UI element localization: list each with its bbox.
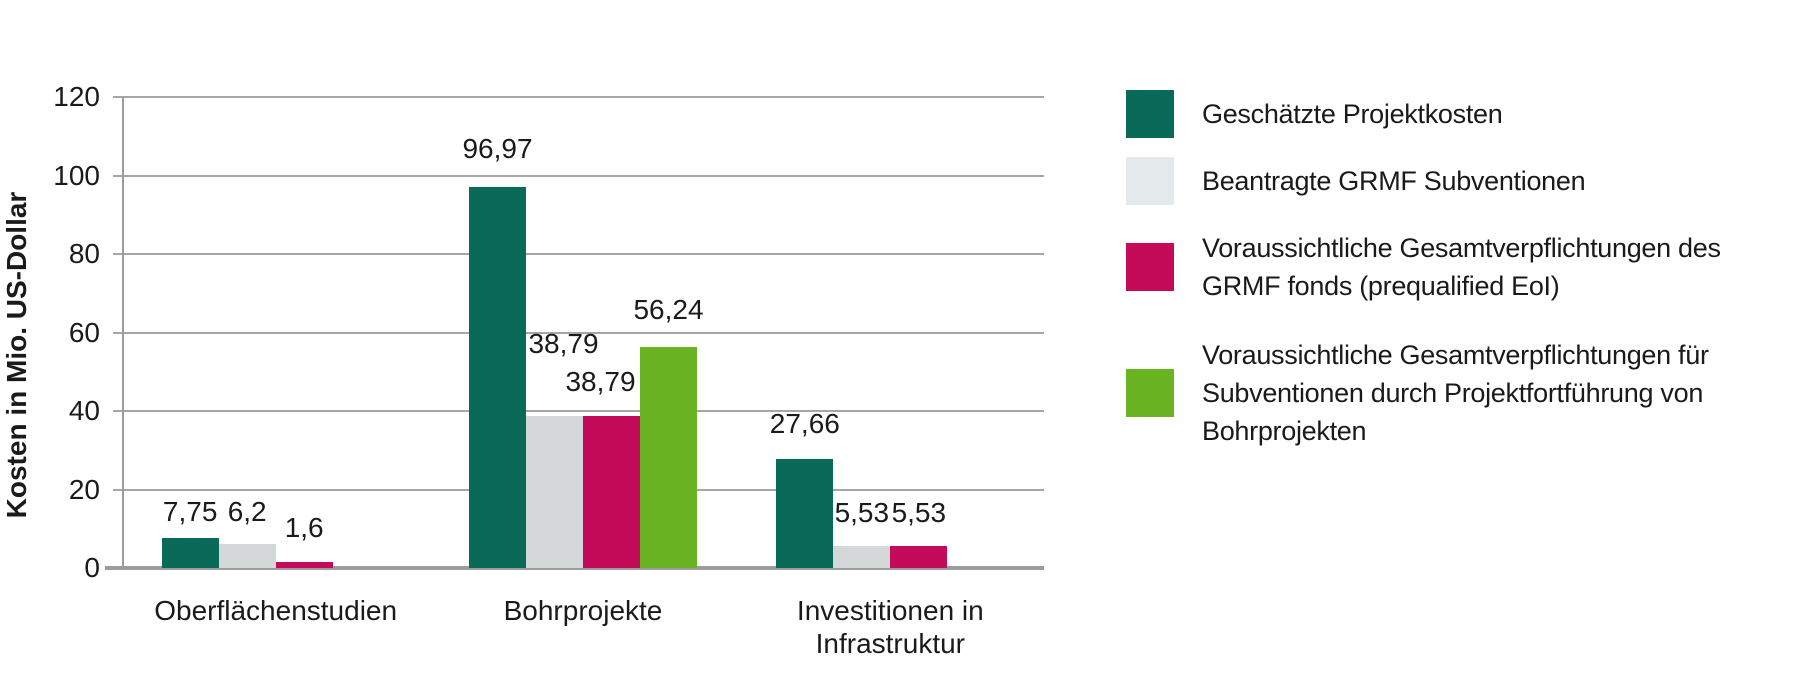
- legend-item: Voraussichtliche Gesamtverpflichtungen f…: [1126, 336, 1709, 450]
- legend-item: Geschätzte Projektkosten: [1126, 90, 1503, 138]
- y-tick-label: 120: [53, 81, 100, 112]
- value-label: 38,79: [528, 327, 599, 359]
- bar-series2-cat3: [833, 546, 891, 568]
- bar-series3-cat1: [275, 561, 333, 568]
- value-label: 96,97: [462, 133, 533, 165]
- value-label: 56,24: [633, 294, 704, 326]
- value-label: 6,2: [227, 495, 267, 527]
- value-label: 38,79: [565, 365, 636, 397]
- bar-series2-cat1: [218, 543, 276, 568]
- gridline-40: [113, 410, 1044, 412]
- legend-swatch-icon: [1126, 243, 1174, 291]
- legend-label: Voraussichtliche Gesamtverpflichtungen d…: [1202, 233, 1721, 301]
- gridline-120: [113, 96, 1044, 98]
- legend-label: Beantragte GRMF Subventionen: [1202, 166, 1586, 196]
- bar-series1-cat2: [469, 187, 526, 568]
- y-axis-line: [122, 97, 124, 568]
- value-label: 5,53: [834, 497, 890, 529]
- x-category-label: Oberflächenstudien: [154, 595, 398, 626]
- legend-swatch-icon: [1126, 369, 1174, 417]
- legend-item: Beantragte GRMF Subventionen: [1126, 157, 1586, 205]
- y-tick-label: 100: [53, 159, 100, 191]
- y-tick-label: 60: [68, 316, 100, 348]
- y-tick-label: 80: [68, 238, 100, 269]
- value-label: 7,75: [162, 495, 218, 527]
- legend-label: Geschätzte Projektkosten: [1202, 99, 1503, 129]
- bar-series1-cat1: [161, 537, 219, 568]
- x-axis-line: [105, 566, 1044, 570]
- x-category-label: Investitionen in Infrastruktur: [796, 595, 984, 659]
- value-label: 5,53: [891, 497, 947, 529]
- x-category-label: Bohrprojekte: [503, 595, 663, 626]
- gridline-60: [113, 331, 1044, 334]
- bar-series3-cat3: [890, 546, 948, 568]
- y-tick-label: 0: [84, 552, 100, 583]
- plot-area: [105, 96, 1044, 570]
- y-tick-label: 20: [68, 473, 100, 505]
- gridline-100: [113, 174, 1044, 177]
- bar-series3-cat2: [583, 415, 640, 568]
- gridline-80: [113, 253, 1044, 255]
- bar-series1-cat3: [776, 459, 834, 568]
- legend-swatch-icon: [1126, 90, 1174, 138]
- legend-label: Voraussichtliche Gesamtverpflichtungen f…: [1202, 340, 1709, 446]
- bar-series2-cat2: [526, 415, 583, 568]
- y-tick-label: 40: [68, 395, 100, 426]
- value-label: 27,66: [769, 408, 840, 440]
- legend-item: Voraussichtliche Gesamtverpflichtungen d…: [1126, 229, 1721, 305]
- legend-swatch-icon: [1126, 157, 1174, 205]
- bar-series4-cat2: [640, 347, 697, 568]
- value-label: 1,6: [284, 511, 324, 543]
